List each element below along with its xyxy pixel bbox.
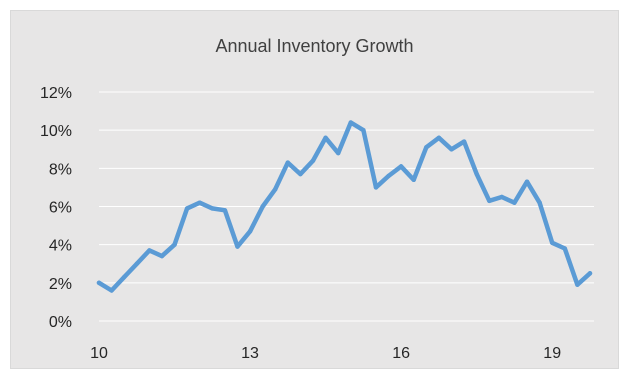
data-point xyxy=(323,135,328,140)
x-tick-label: 19 xyxy=(543,345,561,362)
data-point xyxy=(537,200,542,205)
data-point xyxy=(386,173,391,179)
data-point xyxy=(449,147,454,152)
data-point xyxy=(587,271,593,276)
chart-area xyxy=(10,10,619,369)
data-point xyxy=(562,246,567,251)
y-tick-label: 6% xyxy=(49,200,72,217)
chart-title: Annual Inventory Growth xyxy=(215,36,413,56)
y-tick-label: 0% xyxy=(49,314,72,331)
data-point xyxy=(487,198,492,203)
data-point xyxy=(424,145,429,150)
data-point xyxy=(499,194,505,200)
data-point xyxy=(96,280,102,286)
data-point xyxy=(335,150,341,156)
data-point xyxy=(210,206,215,211)
data-point xyxy=(159,253,165,259)
x-tick-label: 10 xyxy=(90,345,108,362)
plot-area xyxy=(96,120,593,293)
data-point xyxy=(197,200,202,205)
y-tick-label: 10% xyxy=(40,123,72,140)
data-point xyxy=(373,185,379,190)
x-axis-ticks: 10 13 16 19 xyxy=(90,345,561,362)
data-point xyxy=(361,127,366,133)
data-point xyxy=(147,248,152,253)
data-point xyxy=(298,171,303,177)
y-tick-label: 8% xyxy=(49,161,72,178)
y-tick-label: 4% xyxy=(49,238,72,255)
data-point xyxy=(575,282,580,287)
gridlines xyxy=(99,91,594,322)
data-point xyxy=(550,240,555,245)
x-tick-label: 16 xyxy=(392,345,410,362)
data-point xyxy=(109,288,114,293)
data-point xyxy=(235,244,240,249)
data-point xyxy=(285,160,291,165)
x-tick-label: 13 xyxy=(241,345,259,362)
data-point xyxy=(411,177,416,182)
data-point xyxy=(436,135,442,140)
data-point xyxy=(222,208,228,213)
data-point xyxy=(524,179,530,184)
y-tick-label: 12% xyxy=(40,85,72,102)
data-point xyxy=(172,242,177,247)
y-axis-ticks: 0% 2% 4% 6% 8% 10% 12% xyxy=(40,85,72,331)
data-point xyxy=(398,164,404,169)
data-point xyxy=(260,204,265,209)
data-point xyxy=(121,274,127,280)
data-point xyxy=(134,261,139,266)
data-point xyxy=(273,187,278,192)
data-point xyxy=(184,206,190,211)
data-point xyxy=(474,171,479,177)
data-point xyxy=(348,120,353,125)
data-point xyxy=(461,139,467,144)
data-point xyxy=(247,229,253,234)
series-line xyxy=(96,120,593,293)
y-tick-label: 2% xyxy=(49,276,72,293)
data-point xyxy=(512,200,517,205)
data-point xyxy=(310,158,316,163)
